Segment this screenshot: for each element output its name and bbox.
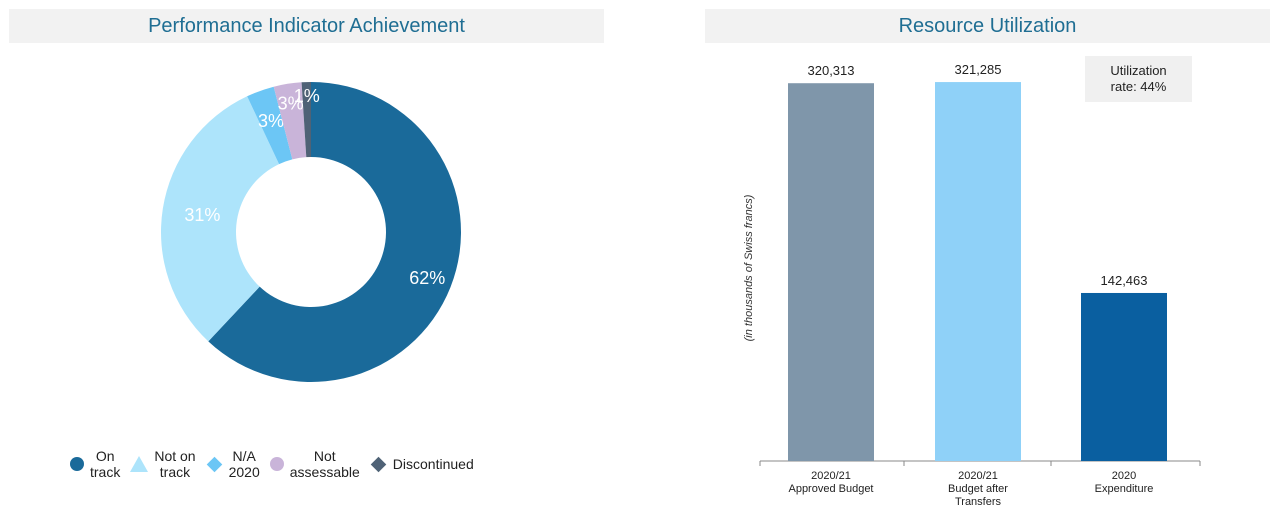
bar-0 bbox=[788, 83, 874, 461]
x-tick-label-1: Transfers bbox=[955, 496, 1002, 508]
bar-2 bbox=[1081, 293, 1167, 461]
x-tick-label-0: Approved Budget bbox=[788, 483, 873, 495]
x-tick-label-2: 2020 bbox=[1112, 470, 1136, 482]
bar-value-label-0: 320,313 bbox=[808, 63, 855, 78]
x-tick-label-1: Budget after bbox=[948, 483, 1008, 495]
x-tick-label-0: 2020/21 bbox=[811, 470, 851, 482]
utilization-line-2: rate: 44% bbox=[1104, 79, 1174, 95]
bar-value-label-2: 142,463 bbox=[1101, 273, 1148, 288]
x-tick-label-2: Expenditure bbox=[1095, 483, 1154, 495]
bar-value-label-1: 321,285 bbox=[955, 62, 1002, 77]
utilization-rate-box: Utilization rate: 44% bbox=[1085, 56, 1192, 102]
bar-1 bbox=[935, 82, 1021, 461]
y-axis-label: (in thousands of Swiss francs) bbox=[743, 194, 755, 341]
x-tick-label-1: 2020/21 bbox=[958, 470, 998, 482]
utilization-line-1: Utilization bbox=[1104, 63, 1174, 79]
